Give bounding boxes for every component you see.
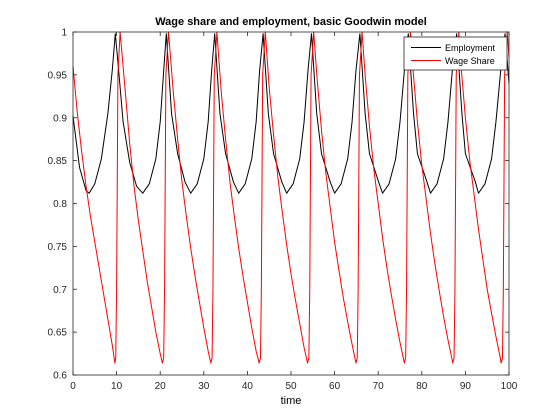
y-tick-label: 0.75 (48, 242, 68, 253)
x-tick-label: 10 (111, 381, 123, 392)
series-line-employment (72, 33, 510, 194)
ticks-layer: 0 10 20 30 40 50 60 70 80 90 100 0.6 0.65 0.7 0.75 0.8 0… (48, 28, 518, 393)
x-tick-label: 80 (416, 381, 428, 392)
x-tick-label: 60 (329, 381, 341, 392)
y-tick-label: 0.9 (53, 113, 67, 124)
plot-background (73, 32, 509, 375)
x-axis-label: time (281, 395, 302, 407)
legend-box (403, 36, 508, 71)
y-tick-label: 1 (61, 28, 67, 39)
y-tick-label: 0.8 (53, 199, 67, 210)
x-tick-label: 70 (373, 381, 385, 392)
x-tick-label: 90 (460, 381, 472, 392)
legend-label-wage-share: Wage Share (445, 56, 495, 66)
chart-title: Wage share and employment, basic Goodwin… (155, 16, 427, 28)
x-tick-label: 30 (198, 381, 210, 392)
x-tick-label: 40 (242, 381, 254, 392)
x-tick-label: 0 (70, 381, 76, 392)
y-tick-label: 0.7 (53, 285, 67, 296)
x-tick-label: 100 (501, 381, 518, 392)
y-tick-label: 0.85 (48, 156, 68, 167)
x-tick-label: 20 (155, 381, 167, 392)
y-tick-label: 0.6 (53, 371, 67, 382)
y-tick-label: 0.65 (48, 328, 68, 339)
x-tick-label: 50 (285, 381, 297, 392)
y-tick-label: 0.95 (48, 70, 68, 81)
series-line-wage-share (72, 31, 510, 364)
legend-label-employment: Employment (445, 43, 496, 53)
series-layer (72, 31, 510, 364)
legend: Employment Wage Share (403, 36, 508, 71)
plot-area: 0 10 20 30 40 50 60 70 80 90 100 0.6 0.65 0.7 0.75 0.8 0… (48, 28, 518, 393)
